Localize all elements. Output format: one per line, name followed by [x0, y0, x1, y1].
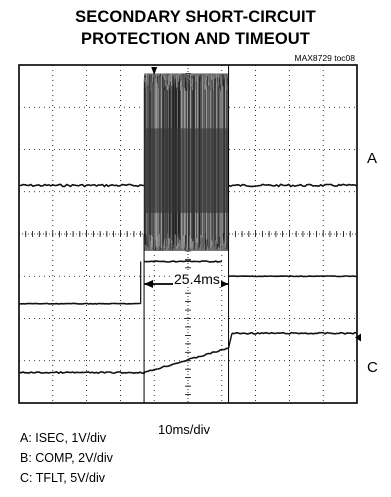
- trigger-marker-icon: [151, 67, 158, 75]
- measurement-arrowhead-right: [219, 280, 229, 288]
- measurement-label: 25.4ms: [173, 271, 221, 287]
- figure-code: MAX8729 toc08: [294, 53, 355, 63]
- trace-c: [231, 331, 358, 335]
- trace-b: [228, 275, 358, 278]
- trace-c-edge: [227, 333, 233, 349]
- trace-b: [18, 302, 141, 305]
- legend-entry-b: B: COMP, 2V/div: [20, 451, 113, 465]
- trace-c: [18, 347, 229, 375]
- scope-traces: [18, 65, 361, 403]
- trace-b: [144, 260, 222, 263]
- chart-title-line-2: PROTECTION AND TIMEOUT: [81, 30, 310, 48]
- chart-title-line-1: SECONDARY SHORT-CIRCUIT: [75, 8, 316, 26]
- trace-a-burst-core: [144, 128, 229, 213]
- channel-marker-icon: [355, 333, 361, 342]
- trace-a: [228, 183, 358, 188]
- channel-a-label: A: [367, 150, 378, 167]
- timebase-label: 10ms/div: [158, 422, 211, 437]
- channel-c-label: C: [367, 359, 378, 376]
- trace-a: [18, 183, 145, 188]
- legend-entry-c: C: TFLT, 5V/div: [20, 471, 105, 485]
- measurement-arrowhead-left: [144, 280, 154, 288]
- legend-entry-a: A: ISEC, 1V/div: [20, 431, 107, 445]
